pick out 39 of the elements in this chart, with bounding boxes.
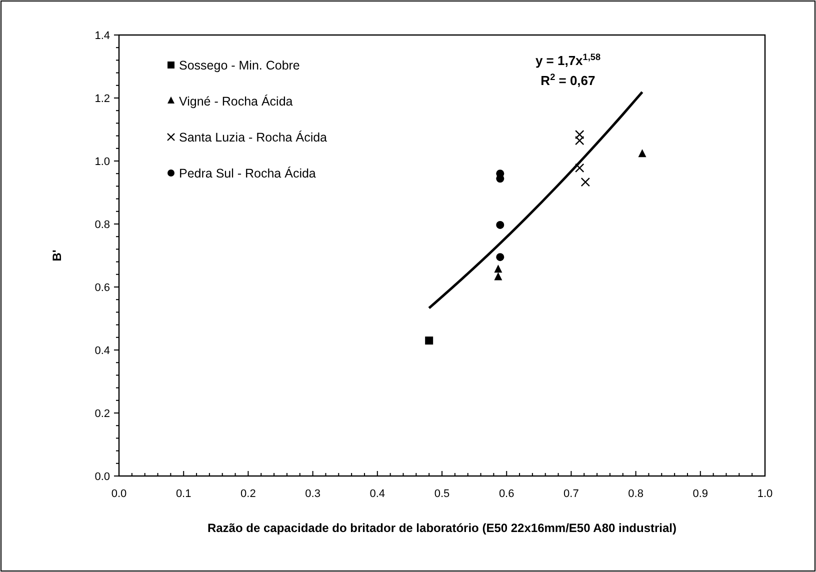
x-tick-label: 0.2 bbox=[240, 488, 256, 500]
y-tick-label: 1.0 bbox=[94, 156, 110, 168]
legend-label: Sossego - Min. Cobre bbox=[179, 58, 300, 72]
x-tick-label: 0.6 bbox=[498, 488, 514, 500]
y-tick-label: 1.2 bbox=[94, 93, 110, 105]
y-tick-label: 0.4 bbox=[94, 345, 110, 357]
y-tick-label: 0.8 bbox=[94, 219, 110, 231]
annotation: y = 1,7x$^{1,58}$ bbox=[535, 52, 600, 68]
point bbox=[425, 336, 434, 345]
x-tick-label: 0.9 bbox=[692, 488, 708, 500]
x-tick-label: 0.4 bbox=[370, 488, 386, 500]
line-series bbox=[428, 90, 644, 310]
point bbox=[575, 163, 584, 173]
point bbox=[496, 253, 504, 262]
y-tick-label: 1.4 bbox=[94, 30, 110, 42]
x-tick-label: 0.0 bbox=[111, 488, 127, 500]
annotation: R$^{2}$ = 0,67 bbox=[540, 72, 596, 88]
point bbox=[496, 220, 504, 229]
y-tick-label: 0.0 bbox=[94, 471, 110, 483]
x-tick-label: 0.3 bbox=[305, 488, 320, 500]
point bbox=[496, 174, 504, 183]
point bbox=[494, 264, 502, 273]
point bbox=[575, 130, 584, 140]
legend-label: Pedra Sul - Rocha Ácida bbox=[179, 166, 316, 180]
x-tick-label: 0.8 bbox=[628, 488, 644, 500]
y-axis-title: B' bbox=[50, 250, 64, 262]
y-tick-label: 0.2 bbox=[94, 408, 110, 420]
legend-label: Vigné - Rocha Ácida bbox=[179, 94, 293, 108]
x-tick-label: 0.7 bbox=[564, 488, 579, 500]
y-tick-label: 0.6 bbox=[94, 282, 110, 294]
x-axis-title: Razão de capacidade do britador de laboratório (E50 22x16mm/E50 A80 industrial) bbox=[207, 521, 677, 535]
legend-label: Santa Luzia - Rocha Ácida bbox=[179, 130, 328, 144]
point bbox=[580, 178, 590, 187]
point bbox=[575, 136, 584, 146]
x-tick-label: 0.1 bbox=[176, 488, 192, 500]
point bbox=[638, 149, 646, 158]
x-tick-label: 0.5 bbox=[434, 488, 450, 500]
point bbox=[494, 272, 502, 280]
x-tick-label: 1.0 bbox=[757, 488, 773, 500]
